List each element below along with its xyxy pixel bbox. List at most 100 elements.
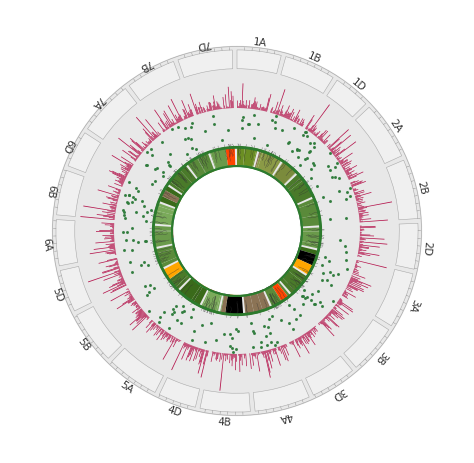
Wedge shape: [121, 280, 124, 282]
Wedge shape: [204, 109, 206, 113]
Wedge shape: [110, 234, 114, 235]
Wedge shape: [337, 158, 340, 161]
Wedge shape: [183, 343, 186, 349]
Wedge shape: [312, 328, 316, 332]
Wedge shape: [109, 264, 118, 268]
Wedge shape: [120, 282, 125, 284]
Wedge shape: [360, 238, 384, 240]
Wedge shape: [291, 342, 292, 344]
Wedge shape: [151, 322, 155, 326]
Wedge shape: [246, 106, 247, 109]
Wedge shape: [307, 332, 312, 338]
Wedge shape: [265, 108, 266, 112]
Wedge shape: [354, 193, 358, 195]
Wedge shape: [81, 217, 115, 220]
Wedge shape: [104, 238, 114, 240]
Wedge shape: [198, 153, 214, 175]
Wedge shape: [308, 331, 310, 334]
Wedge shape: [343, 293, 348, 296]
Wedge shape: [305, 333, 307, 335]
Wedge shape: [110, 230, 114, 231]
Wedge shape: [171, 343, 185, 370]
Wedge shape: [322, 135, 330, 144]
Wedge shape: [359, 217, 363, 218]
Wedge shape: [271, 349, 272, 350]
Wedge shape: [116, 189, 121, 192]
Wedge shape: [300, 337, 302, 339]
Wedge shape: [136, 304, 138, 307]
Wedge shape: [359, 243, 363, 244]
Wedge shape: [120, 165, 130, 171]
Wedge shape: [359, 245, 380, 248]
Wedge shape: [136, 306, 139, 308]
Text: 2B: 2B: [416, 179, 428, 195]
Wedge shape: [180, 166, 197, 184]
Wedge shape: [359, 248, 360, 249]
Wedge shape: [254, 353, 255, 357]
Wedge shape: [274, 102, 278, 115]
Wedge shape: [119, 275, 122, 276]
Wedge shape: [171, 100, 182, 122]
Wedge shape: [120, 277, 123, 279]
Wedge shape: [357, 255, 360, 256]
Wedge shape: [235, 354, 236, 370]
Wedge shape: [110, 227, 114, 228]
Wedge shape: [359, 215, 363, 216]
Wedge shape: [358, 209, 364, 211]
Wedge shape: [332, 147, 341, 155]
Wedge shape: [306, 120, 313, 130]
Wedge shape: [198, 350, 203, 365]
Wedge shape: [330, 142, 342, 152]
Wedge shape: [292, 341, 294, 344]
Wedge shape: [359, 219, 371, 220]
Wedge shape: [312, 128, 317, 135]
Wedge shape: [97, 215, 115, 218]
Wedge shape: [106, 263, 118, 268]
Wedge shape: [356, 198, 357, 200]
Wedge shape: [272, 113, 273, 114]
Wedge shape: [273, 112, 274, 114]
Wedge shape: [183, 343, 186, 346]
Text: 1A: 1A: [253, 37, 268, 49]
Wedge shape: [239, 354, 240, 372]
Wedge shape: [314, 327, 318, 332]
Wedge shape: [121, 169, 129, 174]
Wedge shape: [306, 333, 310, 338]
Wedge shape: [333, 308, 343, 316]
Wedge shape: [120, 275, 122, 276]
Text: 5A: 5A: [118, 378, 135, 394]
Wedge shape: [359, 217, 364, 219]
Wedge shape: [290, 113, 294, 121]
Wedge shape: [283, 345, 285, 349]
Wedge shape: [319, 136, 323, 140]
Wedge shape: [331, 151, 333, 153]
Text: 6A: 6A: [42, 237, 52, 251]
Wedge shape: [347, 286, 358, 292]
Wedge shape: [146, 316, 148, 318]
Wedge shape: [170, 170, 192, 193]
Wedge shape: [163, 262, 184, 280]
Wedge shape: [118, 276, 123, 278]
Wedge shape: [125, 284, 126, 285]
Wedge shape: [189, 345, 191, 348]
Wedge shape: [396, 224, 418, 269]
Wedge shape: [238, 354, 239, 356]
Wedge shape: [241, 106, 242, 109]
Wedge shape: [357, 202, 365, 205]
Wedge shape: [229, 354, 230, 363]
Wedge shape: [318, 134, 323, 139]
Wedge shape: [165, 332, 167, 335]
Wedge shape: [310, 330, 312, 332]
Wedge shape: [355, 266, 361, 268]
Wedge shape: [132, 301, 136, 305]
Wedge shape: [160, 328, 161, 329]
Wedge shape: [169, 125, 171, 128]
Wedge shape: [121, 277, 123, 278]
Wedge shape: [146, 321, 153, 328]
Wedge shape: [228, 88, 230, 109]
Wedge shape: [165, 130, 167, 131]
Wedge shape: [154, 327, 161, 336]
Wedge shape: [337, 302, 342, 306]
Wedge shape: [94, 247, 115, 250]
Wedge shape: [354, 269, 357, 270]
